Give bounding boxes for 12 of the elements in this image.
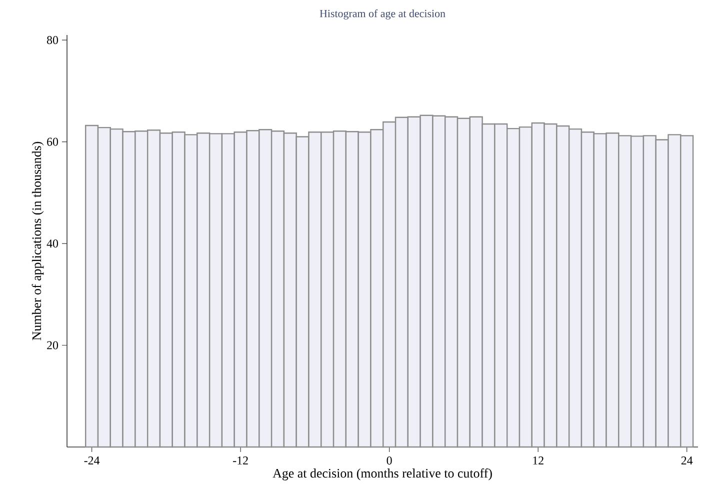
x-tick-label: 0 (386, 456, 392, 465)
x-tick-label: -24 (84, 456, 100, 464)
y-tick-label: 80 (46, 36, 58, 44)
x-tick-label: -12 (233, 456, 248, 464)
y-axis-title: Number of applications (in thousands) (32, 142, 44, 340)
y-tick-label: 20 (47, 341, 58, 350)
y-tick-label: 60 (47, 138, 58, 146)
y-tick-label: 40 (46, 239, 58, 248)
x-tick-label: 24 (681, 456, 693, 464)
x-tick-label: 12 (533, 456, 544, 464)
x-axis-title: Age at decision (months relative to cutoff) (272, 468, 492, 480)
chart-title: Histogram of age at decision (320, 9, 446, 20)
